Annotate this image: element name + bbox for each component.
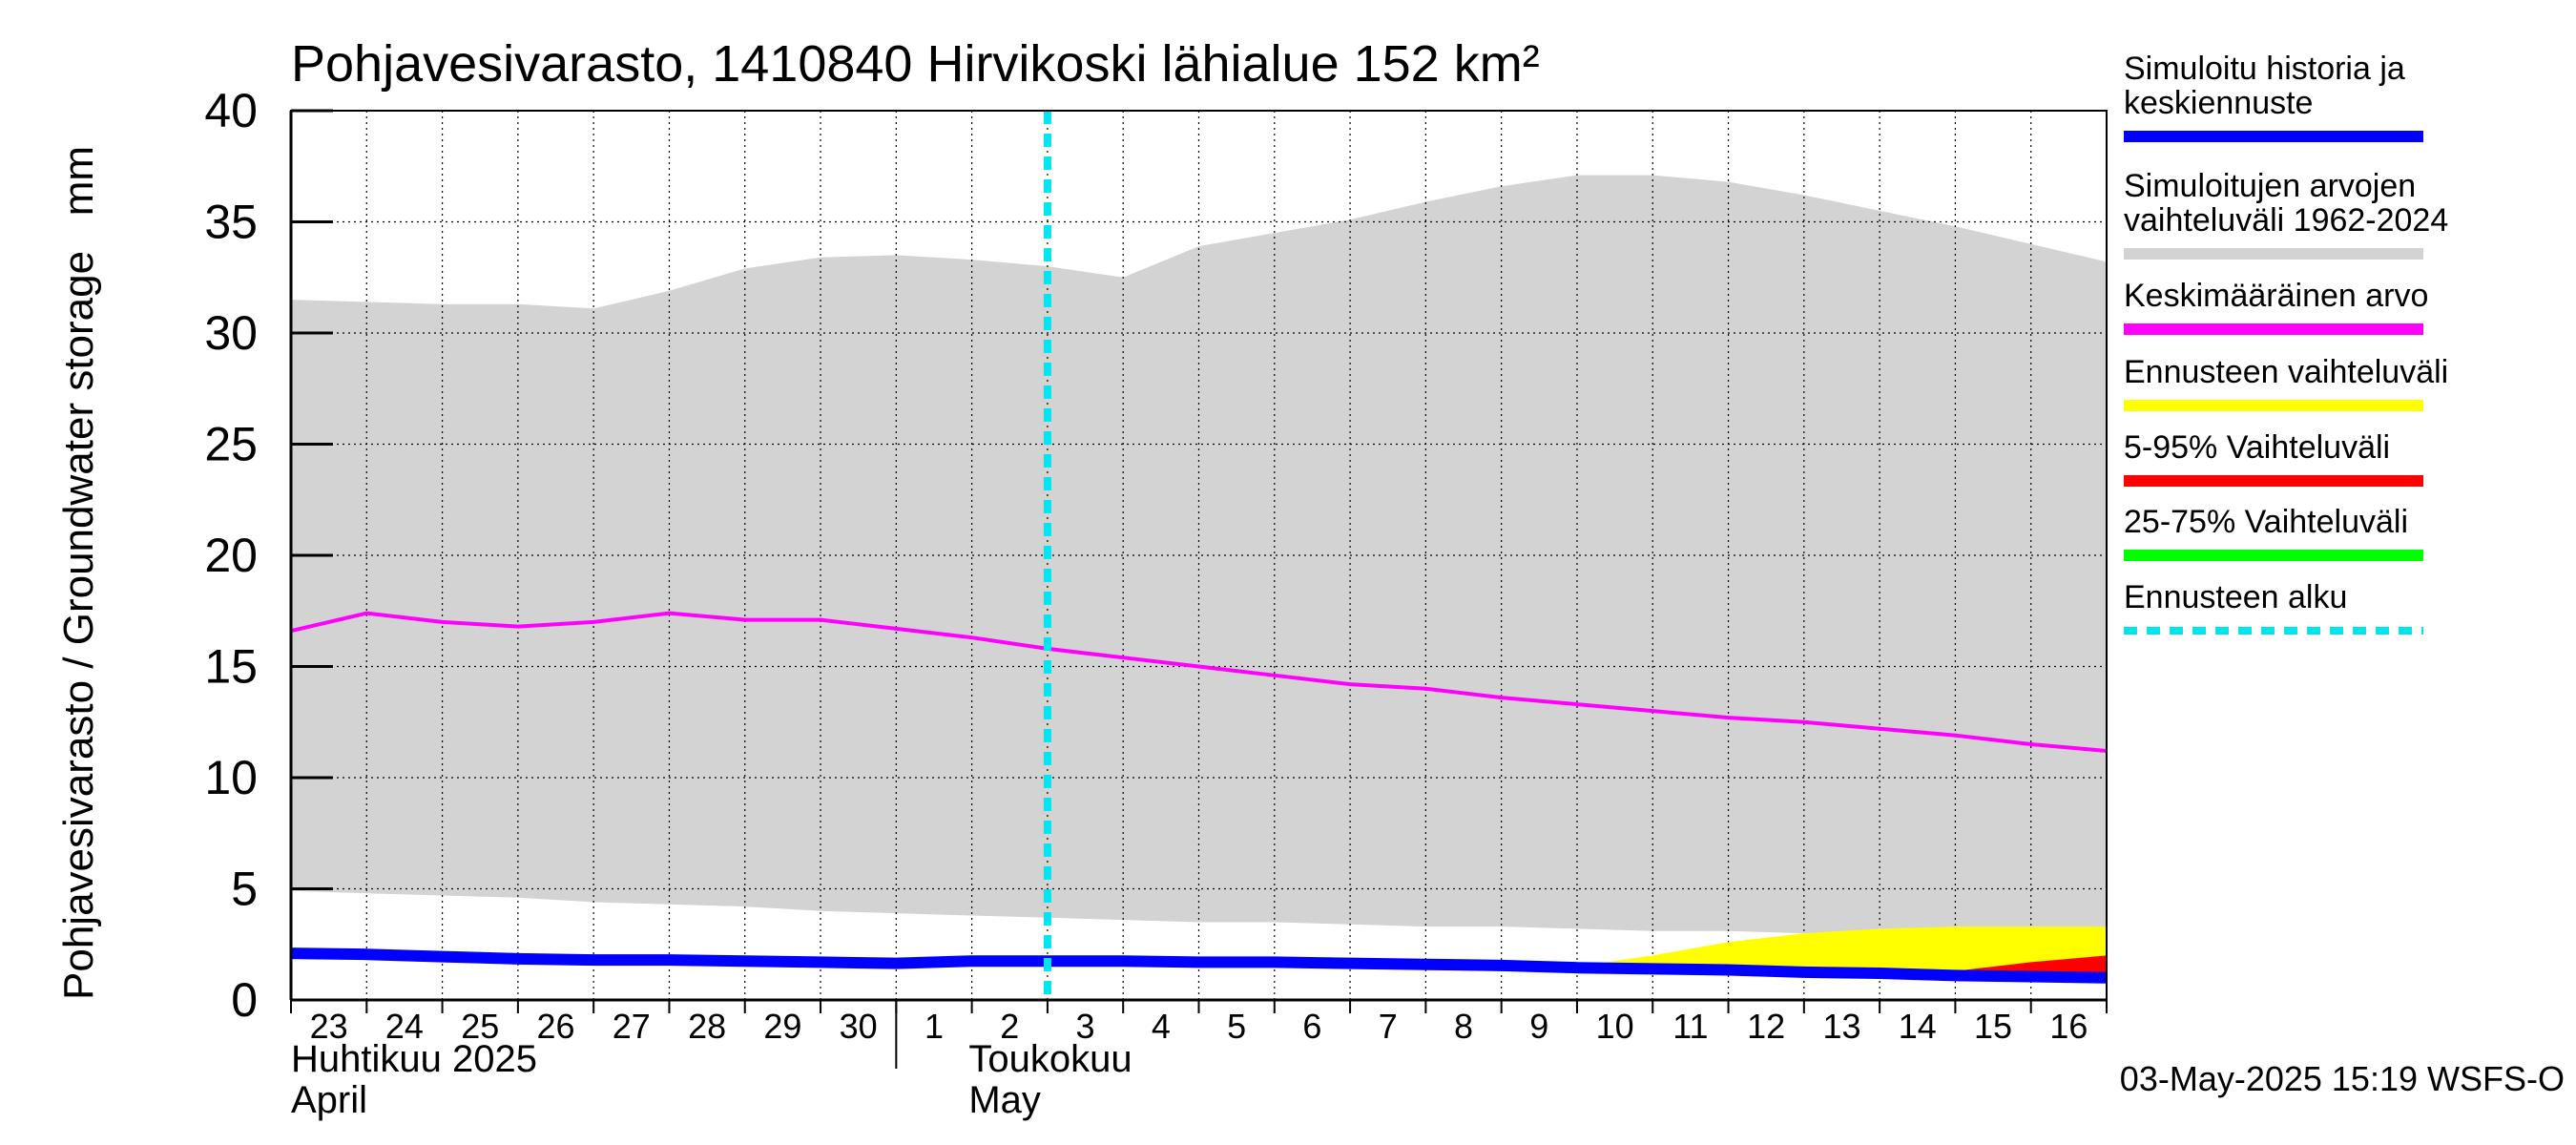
y-tick-labels: 0 5 10 15 20 25 30 35 40 <box>204 84 258 1027</box>
x-day-label: 15 <box>1974 1007 2012 1046</box>
x-day-label: 8 <box>1454 1007 1473 1046</box>
y-tick-label: 15 <box>204 640 258 694</box>
x-day-label: 12 <box>1747 1007 1785 1046</box>
x-day-label: 5 <box>1227 1007 1246 1046</box>
y-tick-label: 35 <box>204 196 258 249</box>
x-day-label: 25 <box>461 1007 499 1046</box>
x-day-label: 27 <box>613 1007 651 1046</box>
hist-range-layer <box>291 175 2107 934</box>
y-tick-label: 0 <box>231 973 258 1027</box>
legend-label: Simuloitujen arvojen <box>2124 168 2416 204</box>
x-day-label: 3 <box>1076 1007 1095 1046</box>
x-day-label: 14 <box>1899 1007 1937 1046</box>
x-day-label: 28 <box>688 1007 726 1046</box>
x-day-label: 2 <box>1000 1007 1019 1046</box>
hist-range-band <box>291 175 2107 934</box>
legend-label: Ennusteen alku <box>2124 579 2347 615</box>
mean-line <box>290 611 2108 753</box>
legend-label: Ennusteen vaihteluväli <box>2124 354 2448 390</box>
x-month-label: Huhtikuu 2025 <box>291 1038 537 1080</box>
x-day-label: 29 <box>763 1007 801 1046</box>
x-month-label: Toukokuu <box>968 1038 1132 1080</box>
axes-layer <box>289 109 2108 1069</box>
legend-label: Keskimääräinen arvo <box>2124 278 2428 314</box>
chart-title: Pohjavesivarasto, 1410840 Hirvikoski läh… <box>291 35 1540 93</box>
y-tick-label: 10 <box>204 751 258 804</box>
x-day-label: 11 <box>1672 1007 1708 1046</box>
x-tick-labels: 23 24 25 26 27 28 29 30 1 2 3 4 5 6 7 8 9 10 11 12 13 14 15 16H… <box>291 1007 2088 1121</box>
y-tick-label: 30 <box>204 306 258 360</box>
x-day-label: 9 <box>1529 1007 1548 1046</box>
y-tick-label: 25 <box>204 418 258 471</box>
x-day-label: 23 <box>310 1007 348 1046</box>
y-axis-label: Pohjavesivarasto / Groundwater storage m… <box>55 146 102 1000</box>
x-day-label: 13 <box>1822 1007 1860 1046</box>
legend-label: 25-75% Vaihteluväli <box>2124 504 2408 540</box>
x-month-label-en: May <box>968 1079 1041 1121</box>
y-tick-label: 20 <box>204 529 258 582</box>
lines-layer <box>290 111 2108 1000</box>
legend-label: vaihteluväli 1962-2024 <box>2124 202 2448 239</box>
footer-timestamp: 03-May-2025 15:19 WSFS-O <box>2120 1059 2565 1098</box>
y-tick-label: 5 <box>231 863 258 916</box>
x-day-label: 10 <box>1596 1007 1634 1046</box>
x-day-label: 30 <box>840 1007 878 1046</box>
x-month-label-en: April <box>291 1079 367 1121</box>
x-day-label: 24 <box>385 1007 424 1046</box>
x-day-label: 4 <box>1152 1007 1171 1046</box>
legend-label: keskiennuste <box>2124 85 2313 121</box>
x-day-label: 7 <box>1379 1007 1398 1046</box>
plot-area <box>289 109 2108 1069</box>
legend-label: 5-95% Vaihteluväli <box>2124 429 2390 466</box>
grid-layer <box>291 111 2107 1000</box>
x-day-label: 16 <box>2049 1007 2088 1046</box>
simulated-line <box>290 947 2108 984</box>
x-day-label: 26 <box>536 1007 574 1046</box>
legend-label: Simuloitu historia ja <box>2124 51 2405 87</box>
x-day-label: 1 <box>924 1007 944 1046</box>
x-day-label: 6 <box>1302 1007 1321 1046</box>
y-tick-label: 40 <box>204 84 258 137</box>
